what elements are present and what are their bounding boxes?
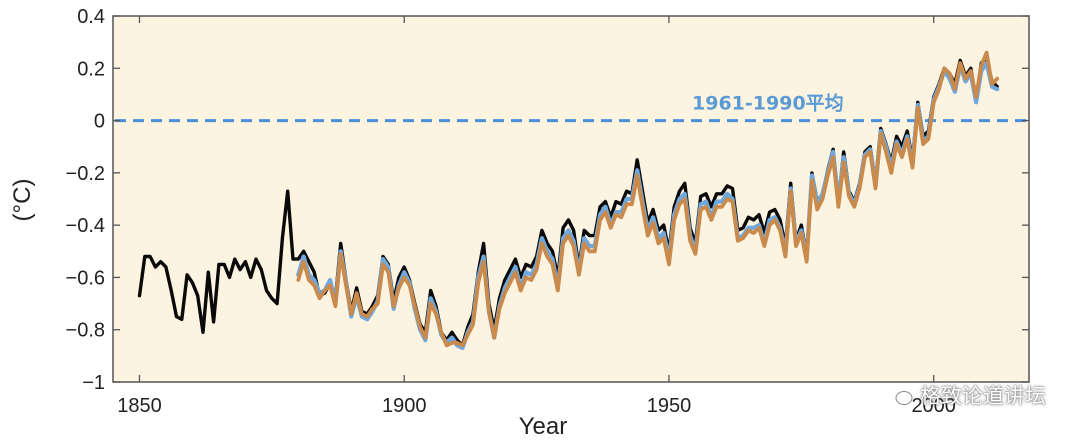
y-tick-label: −1 [82, 372, 105, 394]
x-tick-label: 1850 [117, 395, 162, 417]
y-tick-label: −0.6 [66, 267, 105, 289]
series-line-orange [296, 50, 1000, 348]
x-axis-label: Year [519, 413, 568, 440]
reference-line-group: 1961-1990平均 [115, 92, 1027, 123]
y-tick-label: −0.4 [66, 215, 105, 237]
y-tick-label: −0.8 [66, 320, 105, 342]
y-tick-label: 0 [94, 111, 105, 133]
y-tick-label: 0.2 [77, 58, 105, 80]
reference-line-label: 1961-1990平均 [692, 92, 844, 115]
y-tick-label: 0.4 [77, 6, 105, 28]
axis-ticks: 0.4 0.2 0 −0.2 −0.4 −0.6 −0.8 −1 1850 1900 1950 200… [66, 6, 1029, 417]
chat-bubbles-icon [884, 384, 913, 405]
x-tick-label: 2000 [911, 395, 956, 417]
plot-background [113, 16, 1029, 382]
watermark: 格致论道讲坛 [884, 380, 1046, 410]
y-tick-label: −0.2 [66, 163, 105, 185]
series-group [137, 50, 1000, 351]
y-axis-label: (°C) [9, 179, 36, 222]
x-tick-label: 1950 [647, 395, 692, 417]
plot-frame [112, 15, 1030, 383]
x-tick-label: 1900 [382, 395, 427, 417]
watermark-text: 格致论道讲坛 [920, 384, 1046, 408]
